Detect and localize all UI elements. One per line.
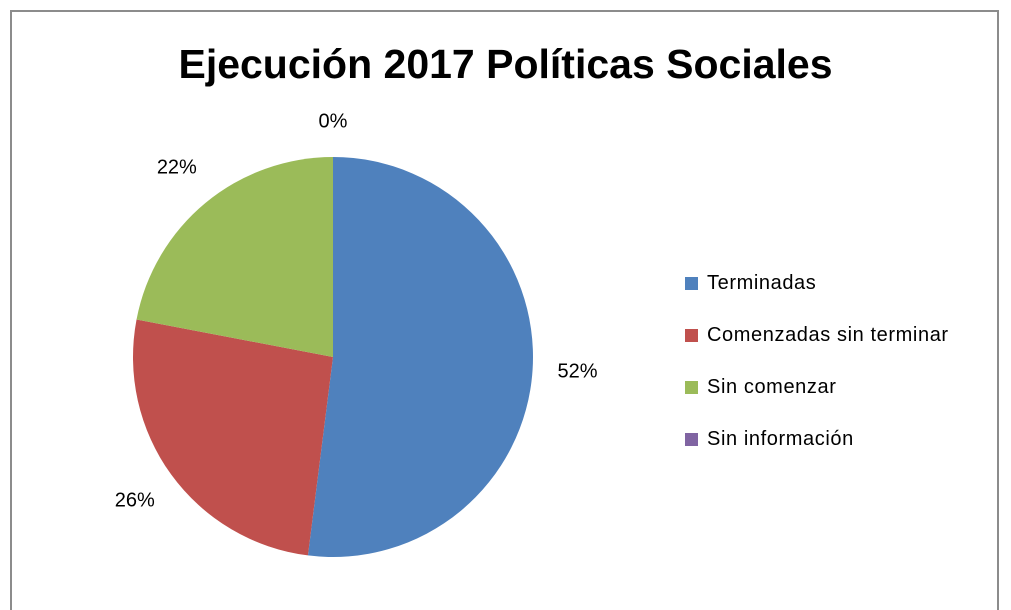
legend-item-sin-comenzar: Sin comenzar [685, 374, 1005, 400]
legend-item-terminadas: Terminadas [685, 270, 1005, 296]
pie-slice-terminadas [307, 156, 534, 558]
pie-slice-comenzadas-sin-terminar [133, 319, 333, 556]
legend-swatch [685, 432, 698, 446]
legend-item-sin-informacion: Sin información [685, 426, 1005, 452]
legend-swatch [685, 380, 698, 394]
pie-data-labels: 52% 26% 22% 0% [115, 110, 598, 511]
legend-label: Sin comenzar [707, 375, 837, 398]
legend-swatch [685, 328, 698, 342]
legend-label: Terminadas [707, 271, 817, 294]
data-label-sin-informacion: 0% [319, 110, 348, 132]
chart-title: Ejecución 2017 Políticas Sociales [178, 41, 833, 87]
data-label-comenzadas-sin-terminar: 26% [115, 489, 155, 511]
pie-slice-sin-comenzar [136, 157, 333, 357]
legend-swatch [685, 276, 698, 290]
legend: Terminadas Comenzadas sin terminar Sin c… [685, 270, 1005, 478]
data-label-sin-comenzar: 22% [157, 157, 197, 179]
data-label-terminadas: 52% [558, 361, 598, 383]
pie-slices [133, 156, 534, 558]
legend-item-comenzadas-sin-terminar: Comenzadas sin terminar [685, 322, 1005, 348]
legend-label: Comenzadas sin terminar [707, 323, 949, 346]
legend-label: Sin información [707, 427, 854, 450]
